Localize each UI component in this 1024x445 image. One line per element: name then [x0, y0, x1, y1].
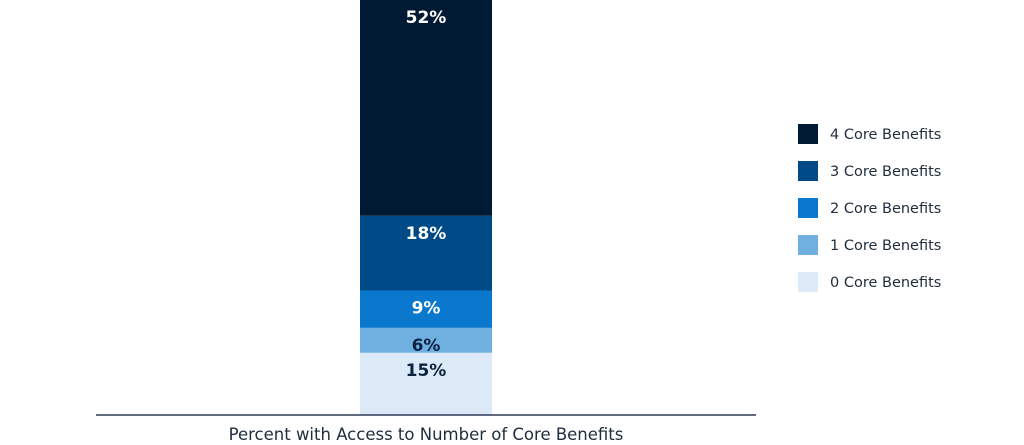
bar-segment-3	[360, 215, 492, 291]
bar-value-label-1: 6%	[412, 336, 441, 356]
x-axis-title: Percent with Access to Number of Core Be…	[229, 425, 624, 444]
legend-label-1: 3 Core Benefits	[830, 164, 941, 180]
bar-value-label-2: 9%	[412, 299, 441, 319]
legend-swatch-2	[798, 198, 818, 218]
legend-label-4: 0 Core Benefits	[830, 275, 941, 291]
legend-label-3: 1 Core Benefits	[830, 238, 941, 254]
legend-swatch-0	[798, 124, 818, 144]
bar-value-labels: 15% 6% 9% 18% 52%	[406, 8, 447, 381]
bar-segment-4	[360, 0, 492, 216]
legend-swatch-4	[798, 272, 818, 292]
legend-label-2: 2 Core Benefits	[830, 201, 941, 217]
legend-label-0: 4 Core Benefits	[830, 127, 941, 143]
legend-swatch-3	[798, 235, 818, 255]
bar-segment-1	[360, 327, 492, 353]
bar-value-label-0: 15%	[406, 361, 447, 381]
bar-segment-2	[360, 290, 492, 328]
legend-swatch-1	[798, 161, 818, 181]
legend: 4 Core Benefits 3 Core Benefits 2 Core Ben…	[798, 124, 941, 292]
bar-segment-0	[360, 352, 492, 415]
bar-value-label-3: 18%	[406, 224, 447, 244]
bar-stack	[360, 0, 492, 415]
bar-value-label-4: 52%	[406, 8, 447, 28]
